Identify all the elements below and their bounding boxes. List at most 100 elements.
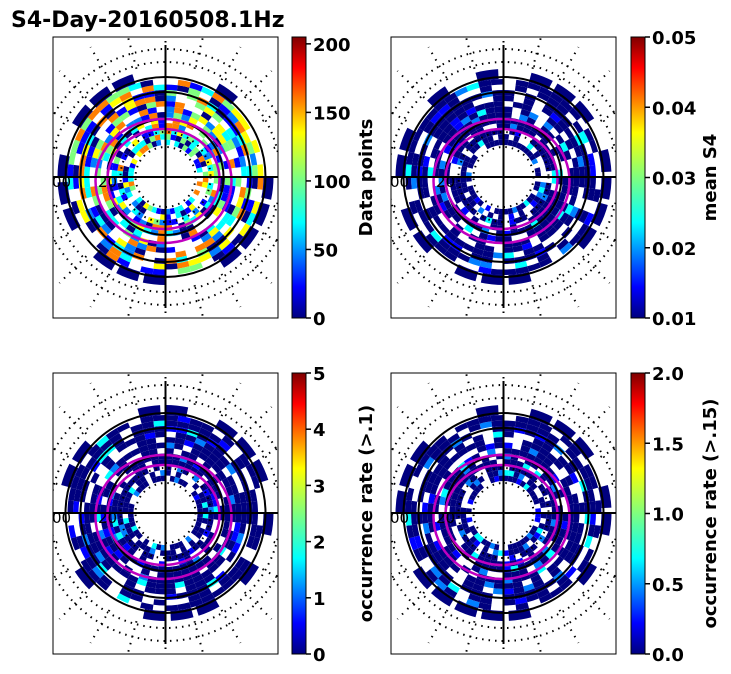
heatmap-cell	[523, 583, 535, 592]
heatmap-cell	[460, 177, 467, 183]
heatmap-cell	[94, 551, 106, 563]
hour-label: 00	[390, 173, 409, 191]
heatmap-cell	[174, 443, 184, 451]
heatmap-cell	[479, 421, 493, 429]
heatmap-cell	[100, 559, 112, 571]
heatmap-cell	[207, 182, 214, 190]
heatmap-cell	[555, 134, 565, 145]
heatmap-cell	[439, 160, 446, 170]
heatmap-cell	[122, 171, 129, 177]
heatmap-cell	[184, 139, 192, 148]
heatmap-cell	[183, 439, 195, 448]
heatmap-cell	[535, 513, 542, 518]
heatmap-cell	[549, 586, 564, 598]
heatmap-cell	[541, 442, 554, 453]
heatmap-cell	[425, 107, 439, 121]
heatmap-cell	[572, 120, 584, 134]
colorbar: 0 50 100 150 200 Data points	[291, 35, 377, 330]
heatmap-cell	[105, 123, 116, 135]
heatmap-cell	[533, 531, 541, 540]
heatmap-cell	[234, 556, 246, 570]
heatmap-cell	[176, 85, 190, 93]
heatmap-cell	[188, 116, 198, 126]
heatmap-cell	[165, 123, 173, 129]
heatmap-cell	[159, 550, 166, 556]
heatmap-cell	[433, 540, 443, 551]
heatmap-cell	[165, 442, 175, 449]
grid-spoke	[53, 446, 70, 458]
heatmap-cell	[154, 95, 166, 102]
heatmap-cell	[214, 83, 238, 105]
heatmap-cell	[173, 112, 183, 120]
heatmap-cell	[201, 555, 212, 565]
heatmap-cell	[221, 242, 235, 255]
heatmap-cell	[468, 494, 476, 501]
heatmap-cell	[188, 593, 201, 603]
heatmap-cell	[443, 480, 452, 491]
heatmap-cell	[473, 478, 481, 487]
heatmap-cell	[474, 578, 486, 587]
heatmap-cell	[557, 455, 569, 467]
heatmap-cell	[519, 202, 527, 210]
heatmap-cell	[526, 142, 534, 151]
heatmap-cell	[116, 257, 131, 268]
heatmap-cell	[205, 188, 213, 196]
heatmap-cell	[218, 103, 231, 116]
grid-spoke	[58, 591, 88, 620]
heatmap-cell	[528, 490, 536, 497]
heatmap-cell	[217, 134, 227, 145]
heatmap-cell	[518, 114, 529, 122]
heatmap-cell	[559, 477, 569, 489]
heatmap-cell	[182, 214, 190, 222]
heatmap-cell	[449, 513, 456, 520]
heatmap-cell	[220, 192, 229, 202]
heatmap-cell	[159, 214, 166, 220]
heatmap-cell	[218, 238, 231, 251]
grid-spoke	[558, 609, 580, 644]
heatmap-cell	[127, 508, 134, 513]
heatmap-cell	[100, 223, 112, 235]
heatmap-cell	[443, 535, 452, 546]
heatmap-cell	[440, 192, 449, 202]
panel-frame	[52, 372, 279, 655]
heatmap-cell	[195, 597, 220, 616]
grid-spoke	[599, 232, 616, 244]
heatmap-cell	[538, 522, 545, 530]
heatmap-cell	[207, 131, 218, 141]
heatmap-cell	[540, 488, 549, 497]
heatmap-cell	[551, 177, 558, 184]
heatmap-cell	[545, 182, 552, 190]
heatmap-cell	[130, 525, 138, 532]
heatmap-cell	[188, 423, 201, 433]
heatmap-cell	[439, 520, 446, 530]
heatmap-cell	[119, 588, 133, 599]
heatmap-cell	[589, 475, 599, 490]
heatmap-cell	[515, 478, 523, 486]
heatmap-cell	[449, 226, 461, 238]
heatmap-cell	[469, 207, 478, 216]
heatmap-cell	[141, 421, 155, 429]
heatmap-cell	[115, 457, 126, 467]
polar-plot	[391, 373, 616, 654]
colorbar-tick-label: 0.04	[652, 98, 696, 119]
heatmap-cell	[539, 219, 550, 229]
heatmap-cell	[245, 141, 255, 155]
heatmap-cell	[127, 539, 136, 548]
heatmap-cell	[80, 546, 91, 560]
heatmap-cell	[75, 128, 86, 142]
heatmap-cell	[471, 529, 479, 536]
heatmap-cell	[467, 498, 474, 505]
heatmap-cell	[101, 520, 108, 530]
heatmap-cell	[76, 535, 86, 549]
heatmap-cell	[102, 152, 111, 162]
heatmap-cell	[514, 597, 528, 605]
heatmap-cell	[422, 186, 431, 199]
heatmap-cell	[89, 503, 96, 513]
heatmap-cell	[451, 156, 459, 165]
heatmap-cell	[478, 602, 492, 611]
heatmap-cell	[111, 170, 118, 177]
heatmap-cell	[568, 195, 577, 207]
heatmap-cell	[583, 212, 594, 226]
heatmap-cell	[84, 177, 91, 188]
heatmap-cell	[449, 452, 461, 464]
